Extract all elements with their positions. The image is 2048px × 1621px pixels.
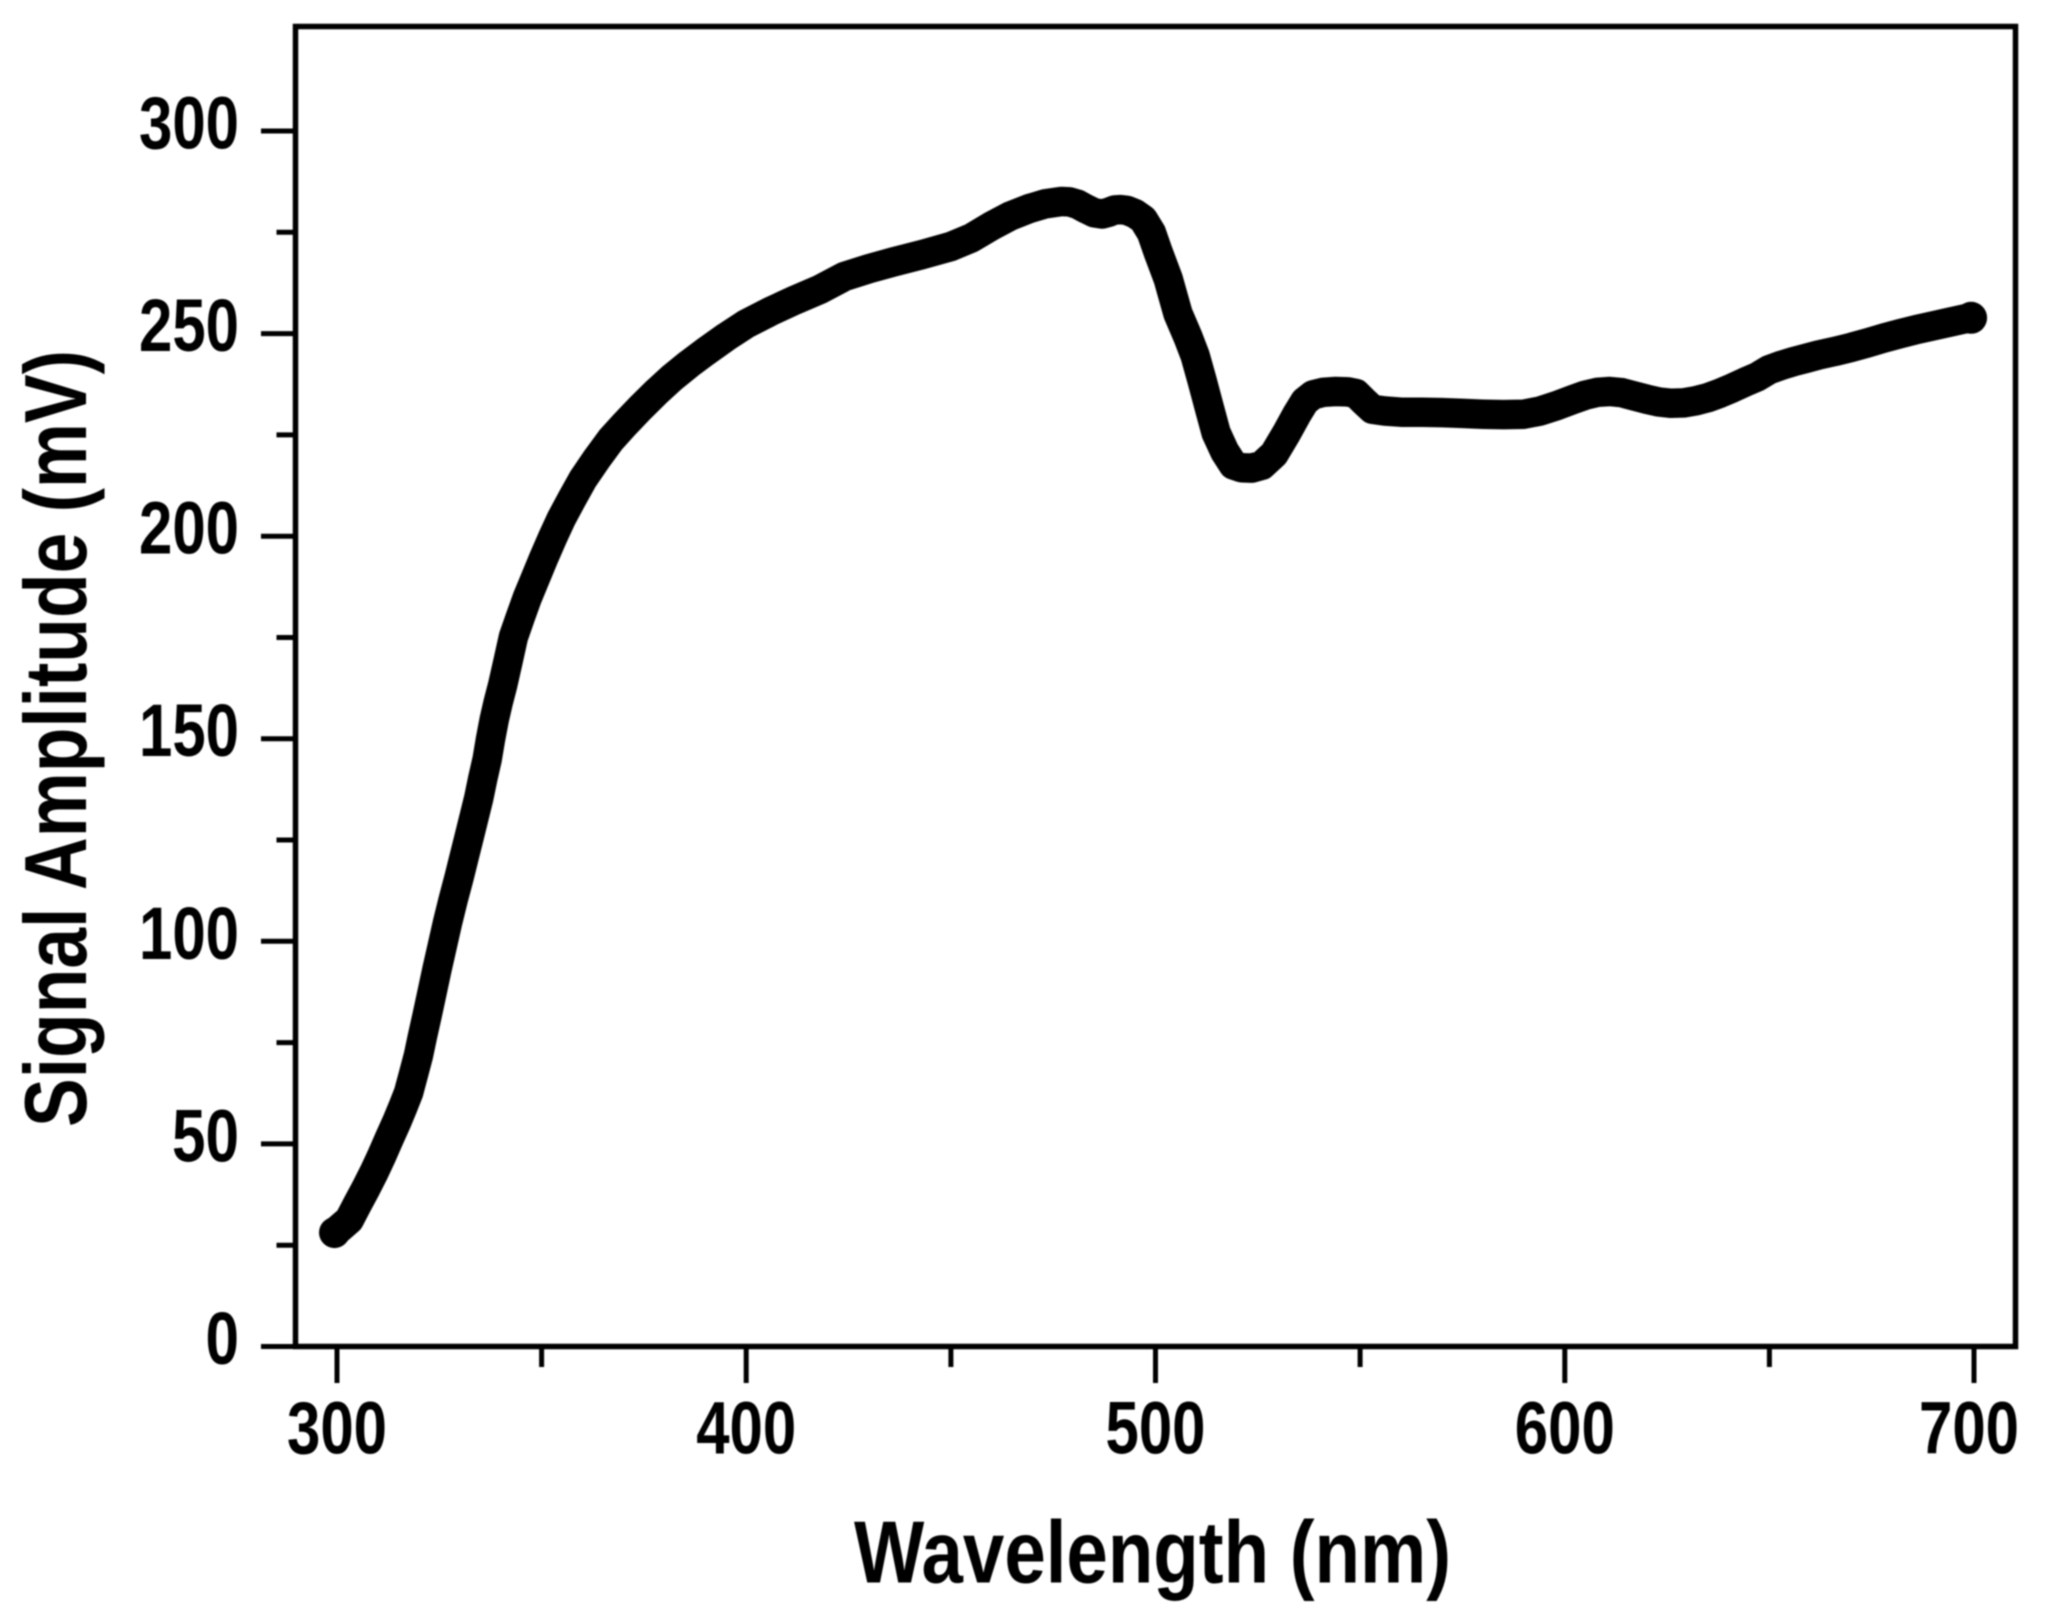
svg-text:700: 700: [1919, 1387, 2019, 1470]
svg-text:250: 250: [139, 284, 239, 367]
svg-text:400: 400: [696, 1387, 796, 1470]
svg-text:150: 150: [139, 689, 239, 772]
svg-text:Wavelength (nm): Wavelength (nm): [854, 1503, 1451, 1602]
svg-text:300: 300: [139, 82, 239, 165]
svg-text:500: 500: [1106, 1387, 1206, 1470]
svg-text:300: 300: [287, 1387, 387, 1470]
svg-text:100: 100: [139, 892, 239, 975]
svg-text:Signal Amplitude (mV): Signal Amplitude (mV): [6, 350, 105, 1127]
svg-text:200: 200: [139, 487, 239, 570]
svg-text:0: 0: [206, 1297, 240, 1380]
svg-text:50: 50: [172, 1094, 239, 1177]
svg-text:600: 600: [1515, 1387, 1615, 1470]
